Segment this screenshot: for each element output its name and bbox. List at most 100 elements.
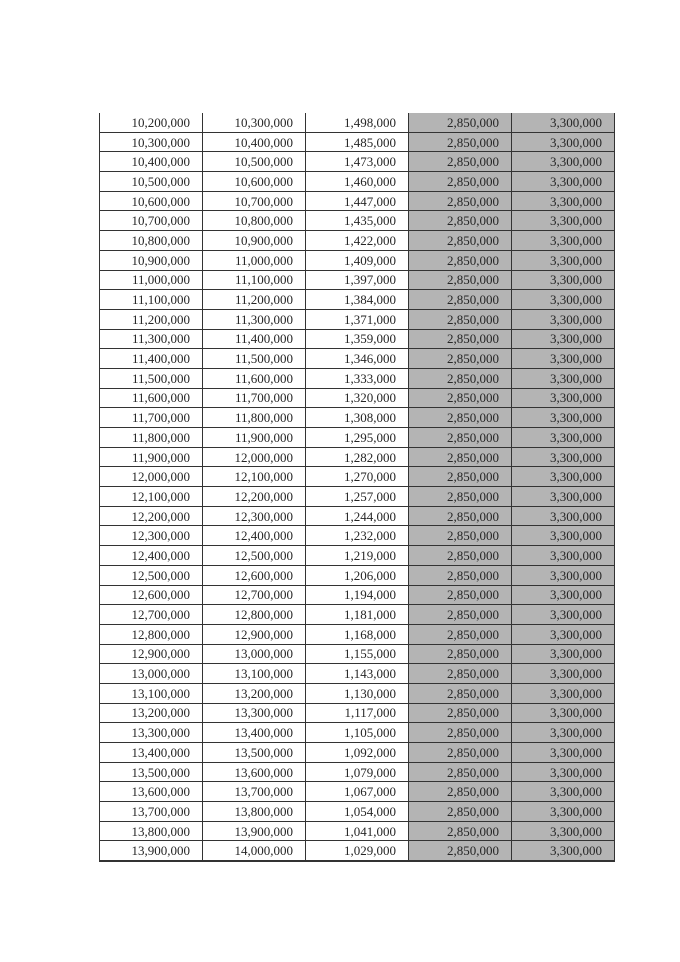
table-cell: 3,300,000 — [511, 564, 615, 586]
table-cell: 13,500,000 — [202, 742, 306, 763]
table-cell: 3,300,000 — [511, 466, 615, 488]
table-row: 11,800,000 11,900,000 1,295,000 2,850,000 3,… — [99, 427, 615, 448]
table-row: 10,700,000 10,800,000 1,435,000 2,850,000 3,… — [99, 210, 615, 232]
table-cell: 2,850,000 — [408, 466, 512, 488]
table-cell: 10,400,000 — [202, 131, 306, 153]
table-cell: 1,498,000 — [305, 113, 409, 133]
table-cell: 10,500,000 — [202, 151, 306, 173]
table-cell: 13,200,000 — [202, 682, 306, 704]
table-cell: 1,117,000 — [305, 702, 409, 724]
table-cell: 3,300,000 — [511, 604, 615, 625]
table-cell: 3,300,000 — [511, 722, 615, 743]
table-cell: 3,300,000 — [511, 328, 615, 350]
table-cell: 13,700,000 — [99, 801, 203, 822]
table-cell: 10,800,000 — [99, 230, 203, 251]
table-cell: 3,300,000 — [511, 623, 615, 645]
table-cell: 2,850,000 — [408, 249, 512, 271]
table-row: 12,700,000 12,800,000 1,181,000 2,850,000 3,… — [99, 604, 615, 625]
table-cell: 11,000,000 — [202, 249, 306, 271]
table-cell: 13,200,000 — [99, 702, 203, 724]
table-cell: 3,300,000 — [511, 151, 615, 173]
table-cell: 3,300,000 — [511, 643, 615, 665]
table-row: 13,800,000 13,900,000 1,041,000 2,850,000 3,… — [99, 820, 615, 842]
table-cell: 13,000,000 — [99, 663, 203, 684]
table-cell: 2,850,000 — [408, 151, 512, 173]
table-cell: 11,200,000 — [99, 308, 203, 330]
table-row: 12,200,000 12,300,000 1,244,000 2,850,000 3,… — [99, 505, 615, 527]
table-cell: 1,422,000 — [305, 230, 409, 251]
table-cell: 11,300,000 — [99, 328, 203, 350]
table-cell: 3,300,000 — [511, 801, 615, 822]
table-cell: 11,700,000 — [99, 407, 203, 428]
table-cell: 3,300,000 — [511, 505, 615, 527]
table-cell: 10,200,000 — [99, 113, 203, 133]
table-cell: 10,700,000 — [202, 190, 306, 212]
table-cell: 11,600,000 — [99, 387, 203, 409]
table-cell: 10,600,000 — [202, 171, 306, 192]
table-cell: 14,000,000 — [202, 840, 306, 863]
table-row: 13,200,000 13,300,000 1,117,000 2,850,000 3,… — [99, 702, 615, 724]
table-cell: 3,300,000 — [511, 525, 615, 547]
table-cell: 1,041,000 — [305, 820, 409, 842]
table-row: 10,800,000 10,900,000 1,422,000 2,850,000 3,… — [99, 230, 615, 251]
table-cell: 3,300,000 — [511, 348, 615, 369]
table-cell: 11,400,000 — [202, 328, 306, 350]
table-cell: 1,194,000 — [305, 584, 409, 606]
table-cell: 1,333,000 — [305, 367, 409, 389]
table-cell: 2,850,000 — [408, 348, 512, 369]
table-cell: 13,100,000 — [99, 682, 203, 704]
table-cell: 1,346,000 — [305, 348, 409, 369]
table-cell: 13,600,000 — [202, 761, 306, 783]
table-cell: 13,800,000 — [99, 820, 203, 842]
table-cell: 3,300,000 — [511, 367, 615, 389]
table-cell: 2,850,000 — [408, 113, 512, 133]
table-cell: 3,300,000 — [511, 820, 615, 842]
table-row: 12,800,000 12,900,000 1,168,000 2,850,000 3,… — [99, 623, 615, 645]
table-cell: 2,850,000 — [408, 131, 512, 153]
table-cell: 11,100,000 — [99, 289, 203, 310]
table-cell: 11,800,000 — [99, 427, 203, 448]
table-cell: 2,850,000 — [408, 742, 512, 763]
table-cell: 12,700,000 — [99, 604, 203, 625]
table-row: 12,100,000 12,200,000 1,257,000 2,850,000 3,… — [99, 486, 615, 507]
table-cell: 12,800,000 — [202, 604, 306, 625]
table-row: 13,100,000 13,200,000 1,130,000 2,850,000 3,… — [99, 682, 615, 704]
table-row: 13,900,000 14,000,000 1,029,000 2,850,000 3,… — [99, 840, 615, 863]
table-cell: 1,219,000 — [305, 545, 409, 566]
table-cell: 11,900,000 — [202, 427, 306, 448]
table-cell: 1,257,000 — [305, 486, 409, 507]
table-cell: 12,500,000 — [99, 564, 203, 586]
table-cell: 12,300,000 — [202, 505, 306, 527]
table-row: 10,400,000 10,500,000 1,473,000 2,850,000 3,… — [99, 151, 615, 173]
table-cell: 1,143,000 — [305, 663, 409, 684]
table-cell: 2,850,000 — [408, 643, 512, 665]
table-cell: 10,900,000 — [202, 230, 306, 251]
table-cell: 3,300,000 — [511, 682, 615, 704]
table-cell: 2,850,000 — [408, 663, 512, 684]
table-cell: 10,600,000 — [99, 190, 203, 212]
table-cell: 13,300,000 — [202, 702, 306, 724]
table-cell: 2,850,000 — [408, 171, 512, 192]
table-cell: 3,300,000 — [511, 446, 615, 468]
table-cell: 13,800,000 — [202, 801, 306, 822]
table-cell: 12,700,000 — [202, 584, 306, 606]
table-row: 13,600,000 13,700,000 1,067,000 2,850,000 3,… — [99, 781, 615, 803]
table-cell: 2,850,000 — [408, 801, 512, 822]
table-cell: 13,500,000 — [99, 761, 203, 783]
table-cell: 2,850,000 — [408, 761, 512, 783]
table-cell: 2,850,000 — [408, 387, 512, 409]
table-cell: 11,500,000 — [202, 348, 306, 369]
table-cell: 3,300,000 — [511, 131, 615, 153]
table-body: 10,200,000 10,300,000 1,498,000 2,850,000 3,… — [99, 113, 615, 863]
table-cell: 2,850,000 — [408, 210, 512, 232]
table-row: 12,400,000 12,500,000 1,219,000 2,850,000 3,… — [99, 545, 615, 566]
table-cell: 13,900,000 — [99, 840, 203, 863]
table-cell: 1,270,000 — [305, 466, 409, 488]
table-cell: 11,500,000 — [99, 367, 203, 389]
table-cell: 3,300,000 — [511, 289, 615, 310]
table-cell: 1,168,000 — [305, 623, 409, 645]
table-cell: 3,300,000 — [511, 407, 615, 428]
table-row: 13,400,000 13,500,000 1,092,000 2,850,000 3,… — [99, 742, 615, 763]
table-cell: 2,850,000 — [408, 564, 512, 586]
